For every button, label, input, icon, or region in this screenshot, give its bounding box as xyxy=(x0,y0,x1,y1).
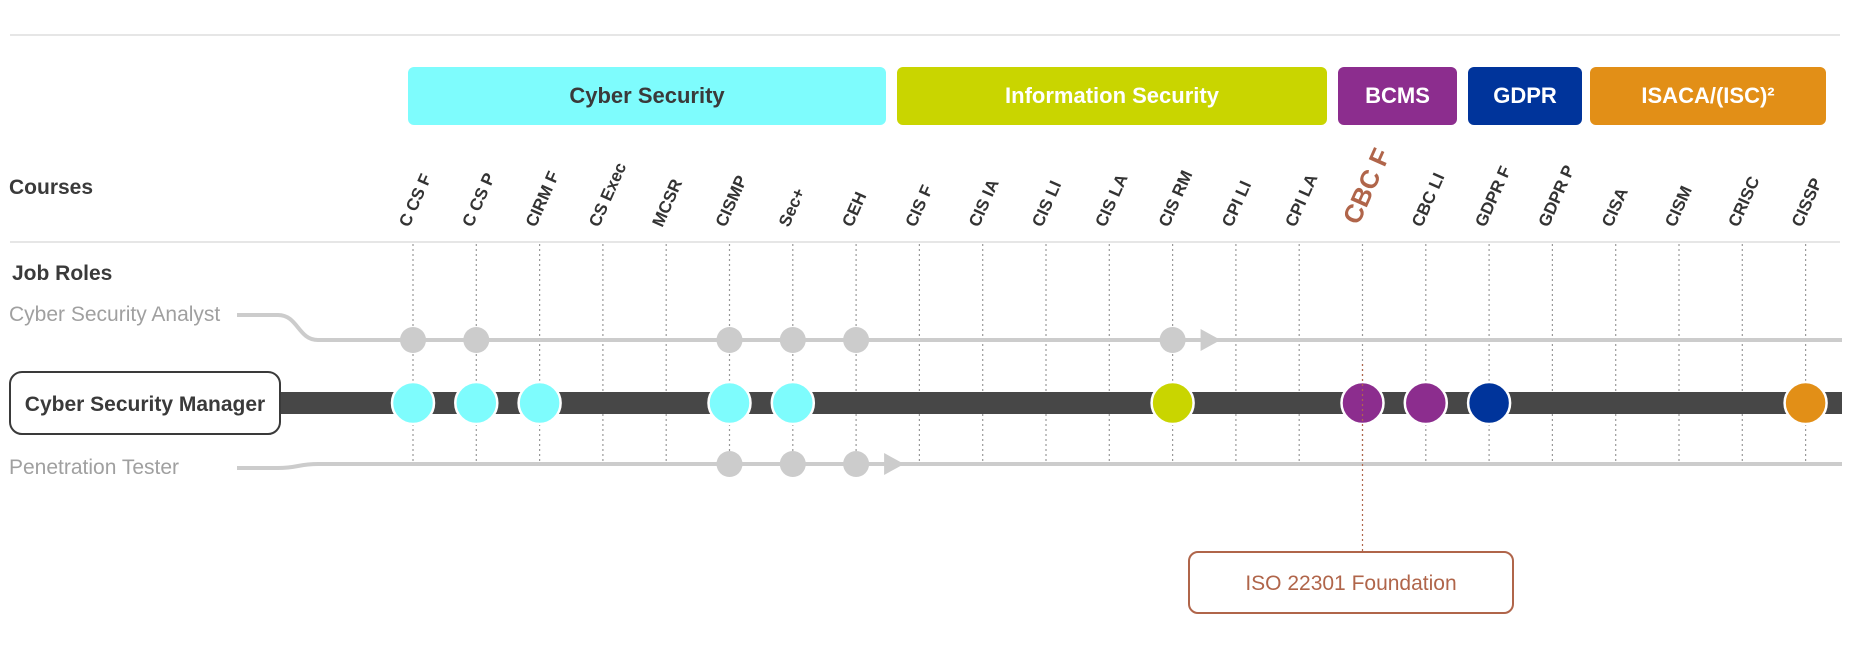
category-bcms[interactable]: BCMS xyxy=(1338,67,1457,125)
course-labels: C CS F C CS P CIRM F CS Exec MCSR CISMP Sec+ CE… xyxy=(395,144,1826,230)
arrow-icon xyxy=(884,453,905,475)
category-block xyxy=(897,67,1327,125)
category-block xyxy=(408,67,886,125)
role-track-line xyxy=(280,392,1842,414)
role-label: Cyber Security Manager xyxy=(25,393,265,416)
course-label-gdpr-f[interactable]: GDPR F xyxy=(1471,163,1514,229)
arrow-icon xyxy=(1200,329,1221,351)
course-node-cirm-f[interactable] xyxy=(517,380,562,426)
course-label-cs-exec[interactable]: CS Exec xyxy=(585,160,630,230)
course-label-cism[interactable]: CISM xyxy=(1661,183,1696,230)
course-node-sec[interactable] xyxy=(770,380,816,426)
course-label-gdpr-p[interactable]: GDPR P xyxy=(1535,162,1579,229)
course-label-cis-f[interactable]: CIS F xyxy=(902,182,937,229)
course-node-gdpr-f[interactable] xyxy=(1466,380,1512,426)
category-label: ISACA/(ISC)² xyxy=(1641,83,1774,108)
course-node-cbc-li[interactable] xyxy=(1403,380,1449,426)
category-isaca-isc[interactable]: ISACA/(ISC)² xyxy=(1590,67,1826,125)
category-label: GDPR xyxy=(1493,83,1557,108)
course-node-ceh[interactable] xyxy=(843,327,870,353)
course-node-cis-rm[interactable] xyxy=(1150,380,1195,426)
category-label: BCMS xyxy=(1365,83,1430,108)
course-node-sec[interactable] xyxy=(779,451,806,477)
course-node-cissp[interactable] xyxy=(1783,380,1828,426)
course-label-c-cs-p[interactable]: C CS P xyxy=(459,170,499,230)
course-label-mcsr[interactable]: MCSR xyxy=(648,176,686,229)
category-information-security[interactable]: Information Security xyxy=(897,67,1327,125)
course-node-c-cs-f[interactable] xyxy=(390,380,436,426)
course-label-cpi-li[interactable]: CPI LI xyxy=(1218,178,1255,230)
course-label-cisa[interactable]: CISA xyxy=(1598,185,1632,230)
course-label-cbc-li[interactable]: CBC LI xyxy=(1408,170,1448,230)
role-tracks: Cyber Security Analyst Cyber Security Man… xyxy=(9,303,1842,479)
courses-heading: Courses xyxy=(9,176,93,199)
callout-box[interactable]: ISO 22301 Foundation xyxy=(1188,551,1514,614)
course-node-ceh[interactable] xyxy=(843,451,870,477)
category-block xyxy=(1468,67,1582,125)
role-cyber-security-manager[interactable]: Cyber Security Manager xyxy=(9,371,1842,435)
category-label: Information Security xyxy=(1005,83,1220,108)
category-cyber-security[interactable]: Cyber Security xyxy=(408,67,886,125)
category-label: Cyber Security xyxy=(569,83,725,108)
callout-border xyxy=(1188,551,1514,614)
course-label-cis-li[interactable]: CIS LI xyxy=(1028,178,1065,230)
course-label-cpi-la[interactable]: CPI LA xyxy=(1281,171,1321,230)
course-label-c-cs-f[interactable]: C CS F xyxy=(395,171,435,230)
role-penetration-tester[interactable]: Penetration Tester xyxy=(9,451,1842,479)
course-label-cis-la[interactable]: CIS LA xyxy=(1092,171,1132,230)
course-node-cbc-f[interactable] xyxy=(1340,380,1385,426)
role-cyber-security-analyst[interactable]: Cyber Security Analyst xyxy=(9,303,1842,353)
course-label-crisc[interactable]: CRISC xyxy=(1725,174,1764,230)
course-gridlines xyxy=(412,244,1807,462)
course-label-cismp[interactable]: CISMP xyxy=(712,173,751,230)
course-label-cis-rm[interactable]: CIS RM xyxy=(1155,168,1197,230)
course-node-cismp[interactable] xyxy=(716,451,743,477)
course-label-cis-ia[interactable]: CIS IA xyxy=(965,176,1003,229)
course-label-cirm-f[interactable]: CIRM F xyxy=(522,168,563,229)
job-roles-heading: Job Roles xyxy=(12,262,112,285)
category-block xyxy=(1590,67,1826,125)
course-node-cismp[interactable] xyxy=(707,380,752,426)
category-gdpr[interactable]: GDPR xyxy=(1468,67,1582,125)
category-bar: Cyber Security Information Security BCMS GD… xyxy=(408,67,1826,125)
course-node-c-cs-p[interactable] xyxy=(463,327,490,353)
role-label: Cyber Security Analyst xyxy=(9,303,220,326)
category-block xyxy=(1338,67,1457,125)
callout: ISO 22301 Foundation xyxy=(1188,364,1514,614)
course-node-c-cs-p[interactable] xyxy=(454,380,499,426)
course-node-c-cs-f[interactable] xyxy=(400,327,426,353)
course-label-cissp[interactable]: CISSP xyxy=(1788,175,1826,229)
course-node-sec[interactable] xyxy=(779,327,806,353)
course-label-cbc-f[interactable]: CBC F xyxy=(1337,144,1397,229)
course-node-cis-rm[interactable] xyxy=(1159,327,1186,353)
role-label-box xyxy=(9,371,281,435)
callout-label: ISO 22301 Foundation xyxy=(1245,572,1456,595)
course-node-cismp[interactable] xyxy=(716,327,743,353)
role-track-line xyxy=(237,462,1842,470)
role-label: Penetration Tester xyxy=(9,456,179,479)
course-label-sec[interactable]: Sec+ xyxy=(775,185,809,229)
role-track-line xyxy=(237,313,1842,342)
course-label-ceh[interactable]: CEH xyxy=(838,189,870,230)
